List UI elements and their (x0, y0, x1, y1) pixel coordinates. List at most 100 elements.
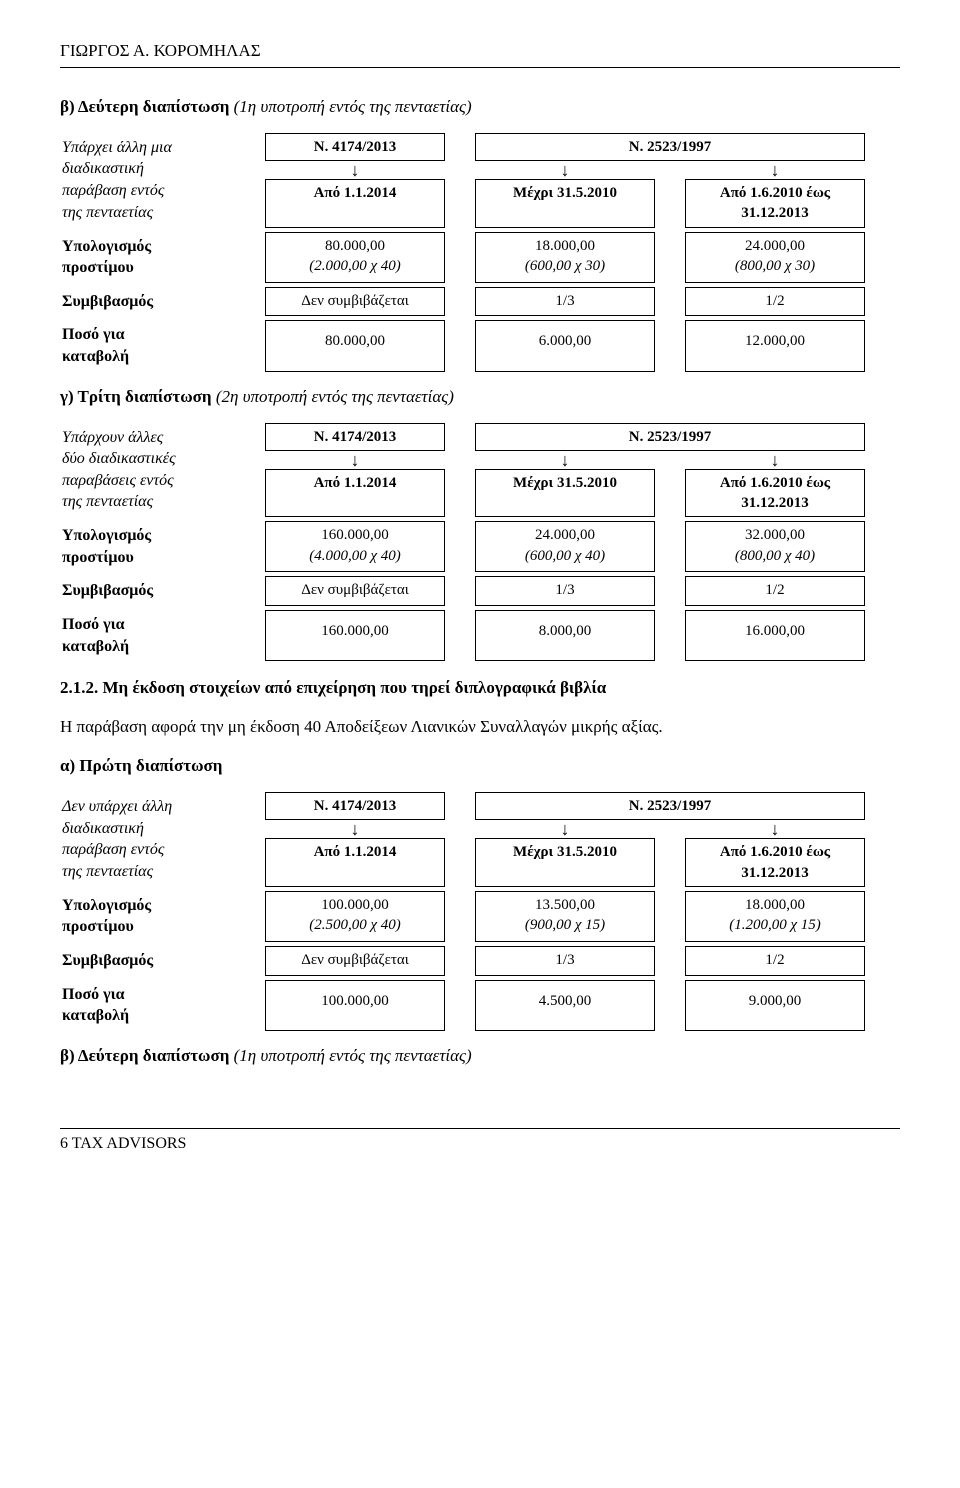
law4174-box: Ν. 4174/2013 (265, 133, 445, 161)
from2010to2013-l1: Από 1.6.2010 έως (692, 183, 858, 203)
compromise-c-c1-text: Δεν συμβιβάζεται (301, 582, 409, 598)
until2010-text: Μέχρι 31.5.2010 (482, 842, 648, 862)
from2010to2013-l2: 31.12.2013 (692, 863, 858, 883)
compromise-b-c3-text: 1/2 (765, 293, 784, 309)
calc-b-c3-l2: (800,00 χ 30) (692, 256, 858, 276)
until2010-text: Μέχρι 31.5.2010 (482, 183, 648, 203)
compromise-label: Συμβιβασμός (60, 576, 235, 606)
pay-a-c2: 4.500,00 (475, 980, 655, 1031)
pay-b-c3-text: 12.000,00 (745, 333, 805, 349)
section-212-sub-a: α) Πρώτη διαπίστωση (60, 755, 900, 778)
from2010to2013-l1: Από 1.6.2010 έως (692, 473, 858, 493)
calc-c-c1: 160.000,00 (4.000,00 χ 40) (265, 521, 445, 572)
calc-b-c2-l2: (600,00 χ 30) (482, 256, 648, 276)
compromise-c-c2: 1/3 (475, 576, 655, 606)
pay-l2: καταβολή (62, 1007, 129, 1024)
calc-b-c3: 24.000,00 (800,00 χ 30) (685, 232, 865, 283)
pay-b-c3: 12.000,00 (685, 320, 865, 371)
scenario-b-l1: Υπάρχει άλλη μια (62, 139, 172, 156)
from2014-box: Από 1.1.2014 (265, 179, 445, 228)
arrow-icon: ↓ (685, 451, 865, 469)
scenario-c: Υπάρχουν άλλες δύο διαδικαστικές παραβάσ… (60, 423, 235, 518)
compromise-a-c3-text: 1/2 (765, 952, 784, 968)
from2010to2013-l2: 31.12.2013 (692, 203, 858, 223)
from2014-box: Από 1.1.2014 (265, 469, 445, 518)
pay-l1: Ποσό για (62, 616, 125, 633)
arrow-icon: ↓ (475, 820, 655, 838)
law2523-text: Ν. 2523/1997 (482, 137, 858, 157)
calc-l1: Υπολογισμός (62, 897, 151, 914)
calc-l2: προστίμου (62, 549, 134, 566)
calc-a-c3-l1: 18.000,00 (745, 897, 805, 913)
law4174-text: Ν. 4174/2013 (272, 427, 438, 447)
pay-label: Ποσό για καταβολή (60, 610, 235, 661)
from2014-text: Από 1.1.2014 (272, 842, 438, 862)
section-a-grid: Δεν υπάρχει άλλη διαδικαστική παράβαση ε… (60, 792, 900, 1031)
calc-a-c1-l2: (2.500,00 χ 40) (272, 915, 438, 935)
pay-label: Ποσό για καταβολή (60, 320, 235, 371)
section-c-title: γ) Τρίτη διαπίστωση (2η υποτροπή εντός τ… (60, 386, 900, 409)
calc-c-c2-l1: 24.000,00 (535, 527, 595, 543)
section-c-italic: (2η υποτροπή εντός της πενταετίας) (216, 387, 454, 406)
pay-a-c1: 100.000,00 (265, 980, 445, 1031)
pay-label: Ποσό για καταβολή (60, 980, 235, 1031)
calc-b-c3-l1: 24.000,00 (745, 238, 805, 254)
arrow-icon: ↓ (265, 161, 445, 179)
calc-a-c3: 18.000,00 (1.200,00 χ 15) (685, 891, 865, 942)
law2523-box: Ν. 2523/1997 (475, 133, 865, 161)
law4174-box: Ν. 4174/2013 (265, 792, 445, 820)
compromise-c-c1: Δεν συμβιβάζεται (265, 576, 445, 606)
calc-l1: Υπολογισμός (62, 238, 151, 255)
page-header: ΓΙΩΡΓΟΣ Α. ΚΟΡΟΜΗΛΑΣ (60, 40, 900, 68)
calc-b-c1-l2: (2.000,00 χ 40) (272, 256, 438, 276)
from2010to2013-box: Από 1.6.2010 έως 31.12.2013 (685, 838, 865, 887)
section-212-sub-a-text: α) Πρώτη διαπίστωση (60, 756, 222, 775)
pay-a-c3: 9.000,00 (685, 980, 865, 1031)
calc-b-c1-l1: 80.000,00 (325, 238, 385, 254)
pay-b-c2-text: 6.000,00 (539, 333, 592, 349)
pay-b-c2: 6.000,00 (475, 320, 655, 371)
section-212-heading-text: 2.1.2. Μη έκδοση στοιχείων από επιχείρησ… (60, 678, 606, 697)
pay-l2: καταβολή (62, 348, 129, 365)
section-212-heading: 2.1.2. Μη έκδοση στοιχείων από επιχείρησ… (60, 677, 900, 700)
section-212-sub-b: β) Δεύτερη διαπίστωση (1η υποτροπή εντός… (60, 1045, 900, 1068)
section-212-para: Η παράβαση αφορά την μη έκδοση 40 Αποδεί… (60, 716, 900, 739)
calc-a-c1-l1: 100.000,00 (321, 897, 389, 913)
scenario-c-l1: Υπάρχουν άλλες (62, 429, 163, 446)
compromise-text: Συμβιβασμός (62, 952, 153, 969)
calc-label: Υπολογισμός προστίμου (60, 891, 235, 942)
compromise-label: Συμβιβασμός (60, 287, 235, 317)
scenario-b: Υπάρχει άλλη μια διαδικαστική παράβαση ε… (60, 133, 235, 228)
scenario-b-l3: παράβαση εντός (62, 182, 164, 199)
page-footer: 6 TAX ADVISORS (60, 1128, 900, 1155)
calc-c-c1-l1: 160.000,00 (321, 527, 389, 543)
section-b-grid: Υπάρχει άλλη μια διαδικαστική παράβαση ε… (60, 133, 900, 372)
calc-a-c2: 13.500,00 (900,00 χ 15) (475, 891, 655, 942)
calc-c-c3-l2: (800,00 χ 40) (692, 546, 858, 566)
until2010-box: Μέχρι 31.5.2010 (475, 469, 655, 518)
pay-c-c2: 8.000,00 (475, 610, 655, 661)
scenario-b-l4: της πενταετίας (62, 204, 153, 221)
section-b-prefix: β) Δεύτερη διαπίστωση (60, 97, 234, 116)
law4174-box: Ν. 4174/2013 (265, 423, 445, 451)
calc-a-c2-l2: (900,00 χ 15) (482, 915, 648, 935)
pay-b-c1: 80.000,00 (265, 320, 445, 371)
section-b-italic: (1η υποτροπή εντός της πενταετίας) (234, 97, 472, 116)
arrow-icon: ↓ (475, 161, 655, 179)
compromise-b-c1-text: Δεν συμβιβάζεται (301, 293, 409, 309)
law2523-text: Ν. 2523/1997 (482, 796, 858, 816)
compromise-a-c2-text: 1/3 (555, 952, 574, 968)
calc-label: Υπολογισμός προστίμου (60, 521, 235, 572)
section-212-sub-b-italic: (1η υποτροπή εντός της πενταετίας) (234, 1046, 472, 1065)
compromise-b-c2: 1/3 (475, 287, 655, 317)
arrow-icon: ↓ (265, 451, 445, 469)
section-c-prefix: γ) Τρίτη διαπίστωση (60, 387, 216, 406)
scenario-c-l2: δύο διαδικαστικές (62, 450, 176, 467)
pay-c-c1-text: 160.000,00 (321, 623, 389, 639)
law2523-box: Ν. 2523/1997 (475, 792, 865, 820)
calc-a-c2-l1: 13.500,00 (535, 897, 595, 913)
from2014-box: Από 1.1.2014 (265, 838, 445, 887)
calc-c-c3-l1: 32.000,00 (745, 527, 805, 543)
pay-c-c2-text: 8.000,00 (539, 623, 592, 639)
pay-a-c2-text: 4.500,00 (539, 993, 592, 1009)
